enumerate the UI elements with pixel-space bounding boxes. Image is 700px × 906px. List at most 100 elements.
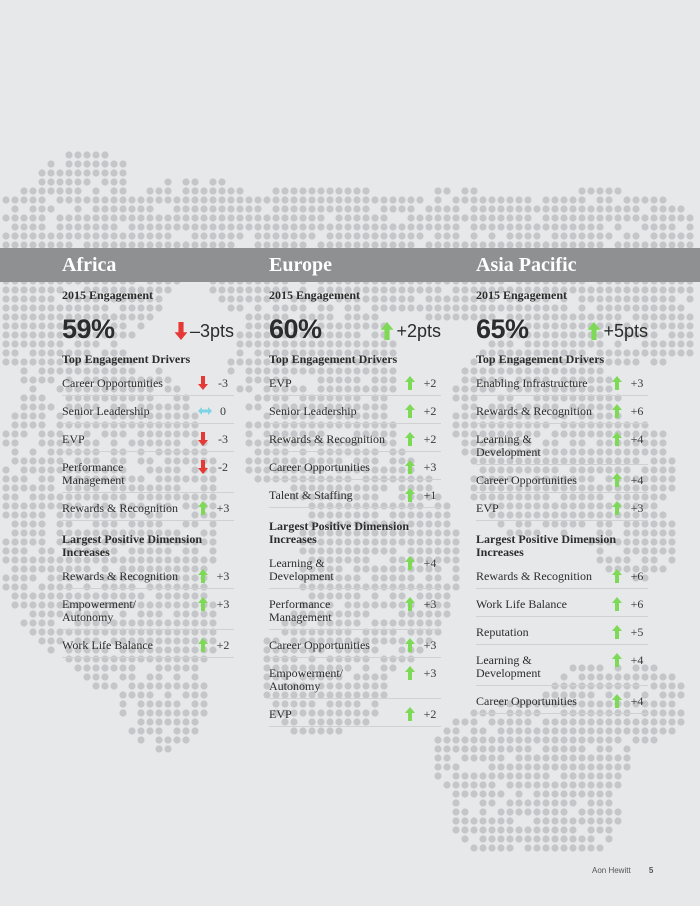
map-dot xyxy=(128,331,136,339)
map-dot xyxy=(272,304,280,312)
map-dot xyxy=(353,448,361,456)
map-dot xyxy=(155,538,163,546)
map-dot xyxy=(155,493,163,501)
map-dot xyxy=(308,574,316,582)
map-dot xyxy=(47,232,55,240)
map-dot xyxy=(2,511,10,519)
map-dot xyxy=(155,502,163,510)
map-dot xyxy=(20,241,28,249)
map-dot xyxy=(578,187,586,195)
map-dot xyxy=(227,286,235,294)
map-dot xyxy=(506,214,514,222)
map-dot xyxy=(182,556,190,564)
map-dot xyxy=(47,160,55,168)
map-dot xyxy=(380,241,388,249)
map-dot xyxy=(146,295,154,303)
map-dot xyxy=(659,196,667,204)
map-dot xyxy=(533,331,541,339)
map-dot xyxy=(182,718,190,726)
map-dot xyxy=(533,304,541,312)
map-dot xyxy=(605,565,613,573)
map-dot xyxy=(677,682,685,690)
map-dot xyxy=(164,214,172,222)
map-dot xyxy=(344,511,352,519)
map-dot xyxy=(191,439,199,447)
map-dot xyxy=(308,592,316,600)
map-dot xyxy=(434,610,442,618)
map-dot xyxy=(551,403,559,411)
arrow-down-icon xyxy=(174,322,188,340)
map-dot xyxy=(614,223,622,231)
map-dot xyxy=(173,196,181,204)
engagement-label: 2015 Engagement xyxy=(269,288,360,302)
map-dot xyxy=(92,457,100,465)
map-dot xyxy=(227,187,235,195)
map-dot xyxy=(416,511,424,519)
map-dot xyxy=(326,529,334,537)
arrow-up-icon xyxy=(612,404,622,418)
map-dot xyxy=(623,448,631,456)
map-dot xyxy=(155,511,163,519)
map-dot xyxy=(515,223,523,231)
map-dot xyxy=(596,493,604,501)
double-arrow-icon xyxy=(198,404,212,418)
map-dot xyxy=(578,502,586,510)
map-dot xyxy=(542,214,550,222)
map-dot xyxy=(290,619,298,627)
map-dot xyxy=(371,313,379,321)
map-dot xyxy=(578,511,586,519)
map-dot xyxy=(299,385,307,393)
map-dot xyxy=(560,808,568,816)
map-dot xyxy=(110,529,118,537)
map-dot xyxy=(83,160,91,168)
driver-row: Enabling Infrastructure +3 xyxy=(476,374,648,396)
map-dot xyxy=(83,547,91,555)
map-dot xyxy=(29,610,37,618)
map-dot xyxy=(119,466,127,474)
driver-value: +1 xyxy=(423,488,437,502)
map-dot xyxy=(254,331,262,339)
map-dot xyxy=(515,790,523,798)
map-dot xyxy=(389,295,397,303)
map-dot xyxy=(11,421,19,429)
arrow-up-icon xyxy=(612,376,622,390)
map-dot xyxy=(164,187,172,195)
map-dot xyxy=(434,295,442,303)
map-dot xyxy=(677,205,685,213)
map-dot xyxy=(560,340,568,348)
map-dot xyxy=(263,367,271,375)
map-dot xyxy=(56,601,64,609)
engagement-score: 65% xyxy=(476,314,529,344)
map-dot xyxy=(119,700,127,708)
map-dot xyxy=(128,682,136,690)
map-dot xyxy=(299,538,307,546)
map-dot xyxy=(335,511,343,519)
map-dot xyxy=(92,169,100,177)
map-dot xyxy=(632,529,640,537)
map-dot xyxy=(452,394,460,402)
map-dot xyxy=(362,547,370,555)
map-dot xyxy=(83,376,91,384)
map-dot xyxy=(659,241,667,249)
map-dot xyxy=(425,511,433,519)
map-dot xyxy=(317,295,325,303)
map-dot xyxy=(632,502,640,510)
map-dot xyxy=(470,781,478,789)
engagement-label: 2015 Engagement xyxy=(476,288,567,302)
map-dot xyxy=(164,556,172,564)
map-dot xyxy=(542,439,550,447)
map-dot xyxy=(443,556,451,564)
engagement-change: +2pts xyxy=(380,319,441,343)
map-dot xyxy=(569,430,577,438)
map-dot xyxy=(20,358,28,366)
driver-row: EVP -3 xyxy=(62,430,234,452)
map-dot xyxy=(380,358,388,366)
map-dot xyxy=(263,286,271,294)
map-dot xyxy=(83,439,91,447)
driver-label: Career Opportunities xyxy=(269,460,370,474)
map-dot xyxy=(263,241,271,249)
driver-label: Career Opportunities xyxy=(476,473,577,487)
map-dot xyxy=(272,466,280,474)
map-dot xyxy=(533,223,541,231)
map-dot xyxy=(542,844,550,852)
